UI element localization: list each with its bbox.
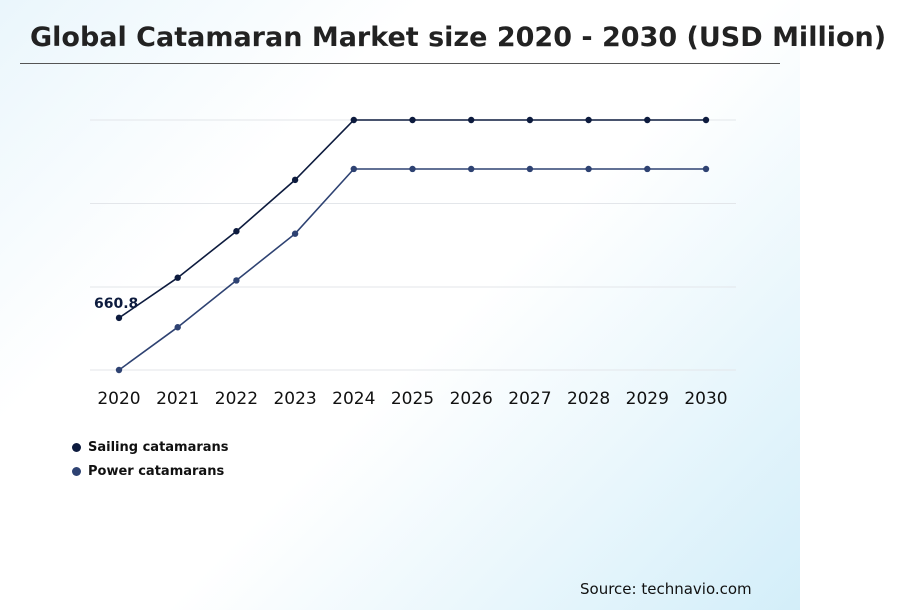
data-point-power	[644, 165, 651, 173]
series-line-sailing	[118, 119, 706, 319]
chart-title: Global Catamaran Market size 2020 - 2030…	[30, 22, 887, 53]
data-point-sailing	[291, 176, 299, 184]
legend-item-sailing: Sailing catamarans	[72, 435, 229, 459]
data-point-sailing	[115, 314, 123, 322]
chart-background	[0, 0, 800, 610]
data-point-sailing	[174, 274, 181, 281]
data-point-sailing	[644, 116, 651, 124]
x-tick-label: 2023	[273, 389, 316, 409]
x-tick-label: 2027	[508, 389, 551, 409]
data-point-power	[702, 165, 710, 173]
data-point-power	[409, 165, 416, 173]
x-tick-label: 2022	[215, 389, 258, 409]
data-label: 660.8	[94, 296, 138, 312]
series-line-power	[118, 168, 706, 371]
x-tick-label: 2025	[391, 389, 434, 409]
legend-marker-sailing	[72, 442, 81, 452]
gridlines	[90, 119, 736, 371]
x-axis-ticks: 2020 2021 2022 2023 2024 2025 2026 2027 2028 2029…	[97, 389, 727, 409]
x-tick-label: 2020	[97, 389, 140, 409]
annotations: 660.8	[94, 296, 138, 312]
legend-label-sailing: Sailing catamarans	[88, 439, 229, 455]
x-tick-label: 2028	[567, 389, 610, 409]
legend-item-power: Power catamarans	[72, 459, 229, 483]
source-credit: Source: technavio.com	[580, 580, 752, 598]
data-point-power	[468, 165, 475, 173]
x-tick-label: 2024	[332, 389, 375, 409]
data-point-power	[174, 324, 181, 331]
data-point-sailing	[233, 228, 240, 235]
x-tick-label: 2026	[450, 389, 493, 409]
data-point-sailing	[409, 116, 416, 124]
data-point-sailing	[585, 116, 592, 124]
series-lines	[118, 119, 706, 371]
x-tick-label: 2021	[156, 389, 199, 409]
legend-marker-power	[72, 466, 81, 476]
data-point-power	[350, 165, 357, 173]
data-points	[115, 116, 710, 374]
legend: Sailing catamarans Power catamarans	[72, 435, 229, 483]
legend-label-power: Power catamarans	[88, 463, 225, 479]
data-point-power	[233, 277, 240, 284]
data-point-sailing	[526, 116, 534, 124]
title-divider	[20, 63, 780, 64]
data-point-power	[115, 366, 123, 374]
data-point-sailing	[468, 116, 475, 124]
data-point-sailing	[350, 116, 357, 124]
x-tick-label: 2029	[626, 389, 669, 409]
data-point-power	[291, 230, 299, 237]
x-tick-label: 2030	[684, 389, 727, 409]
data-point-power	[585, 165, 592, 173]
data-point-sailing	[702, 116, 710, 124]
data-point-power	[526, 165, 534, 173]
